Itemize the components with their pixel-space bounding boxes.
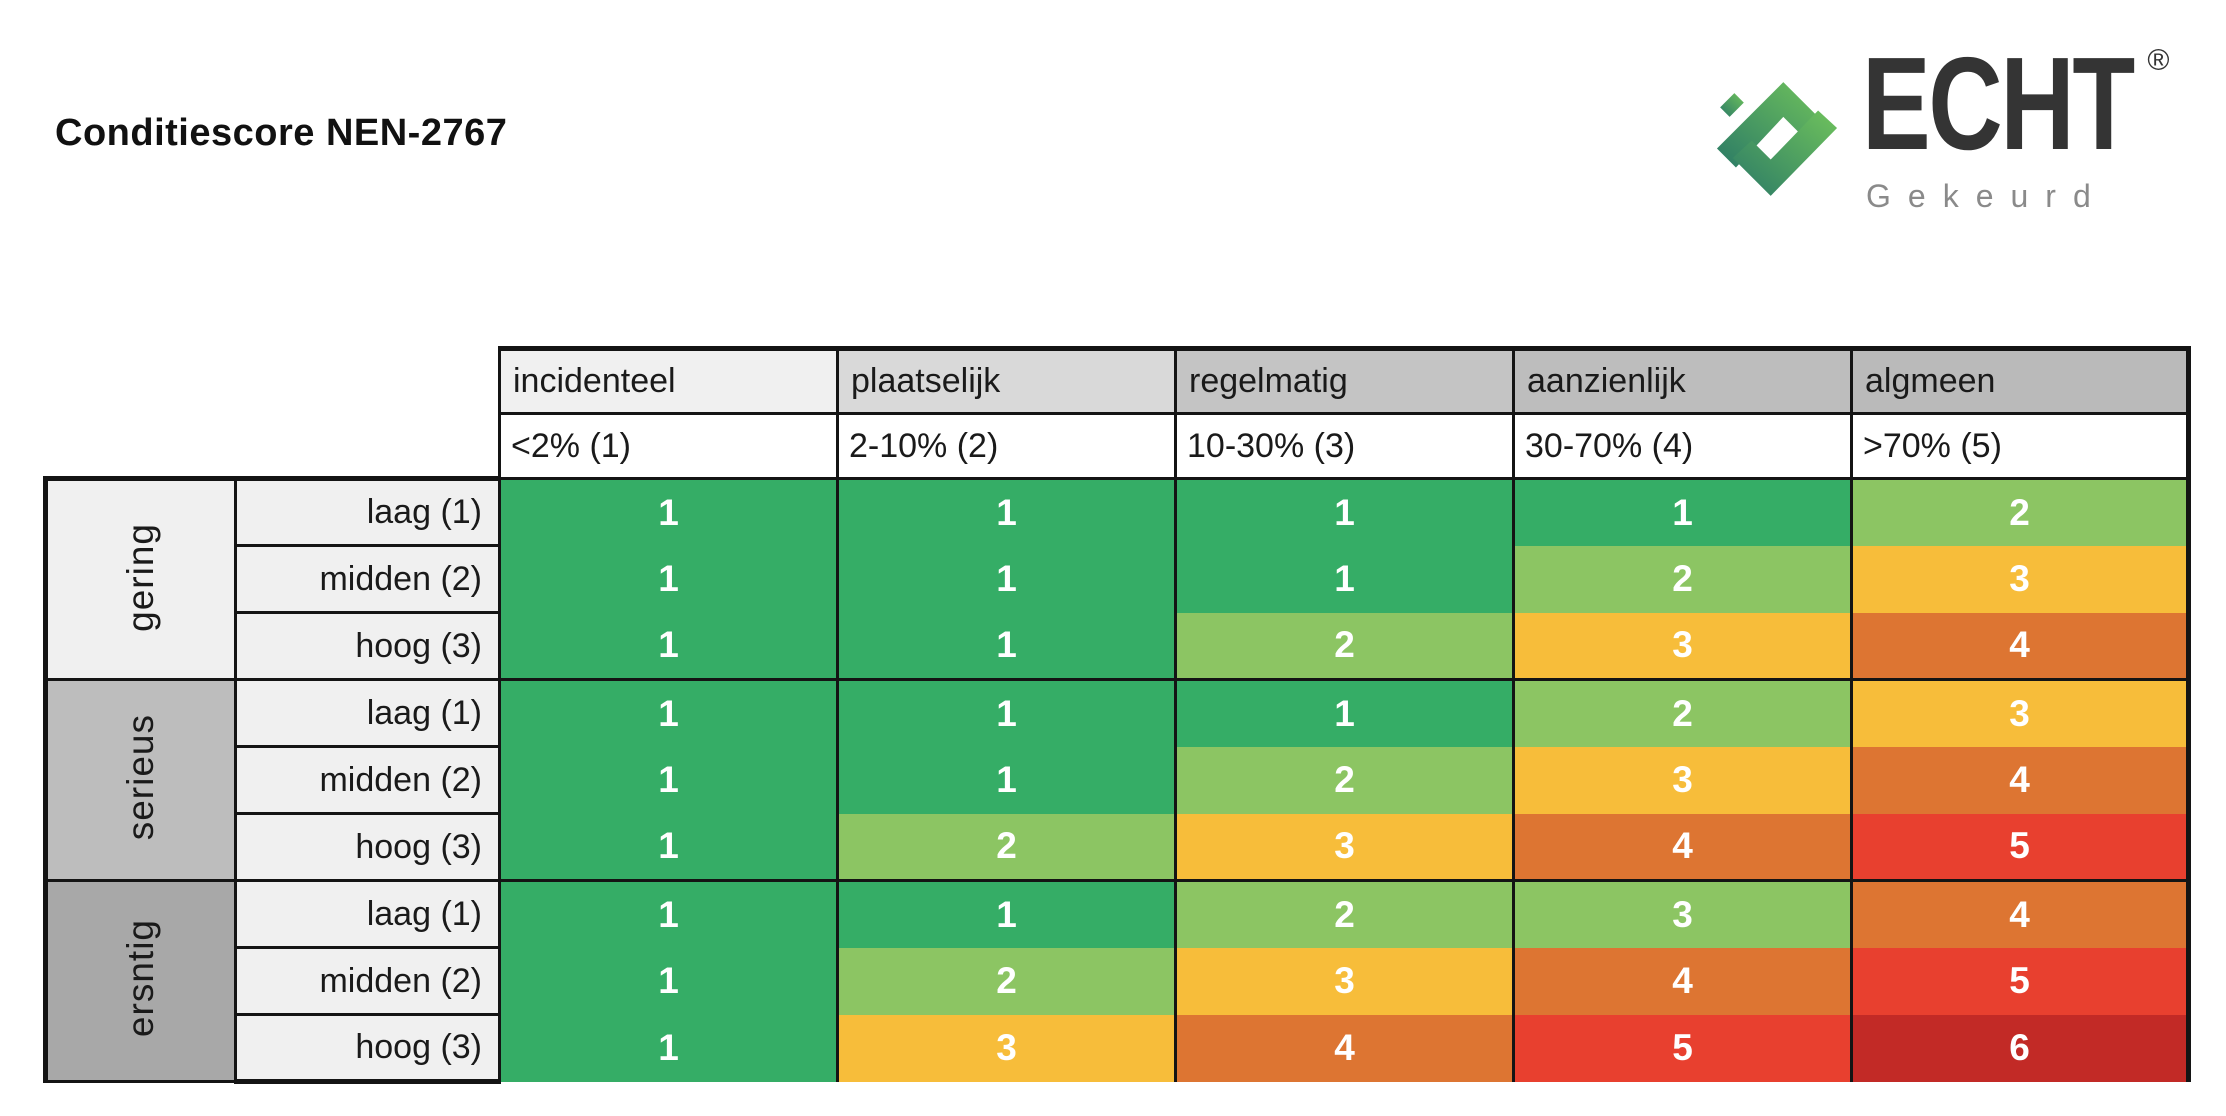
matrix-cell: 2 — [836, 813, 1177, 881]
col-header-algmeen: algmeen — [1850, 346, 2191, 415]
matrix-cell: 1 — [836, 678, 1177, 747]
matrix-cell: 3 — [1850, 678, 2191, 747]
row-label: midden (2) — [234, 745, 501, 815]
matrix-cell: 5 — [1512, 1014, 1853, 1082]
matrix-cell: 3 — [1512, 612, 1853, 680]
matrix-cell: 1 — [1174, 678, 1515, 747]
logo-text: ECHT ® Gekeurd — [1862, 38, 2169, 215]
matrix-cell: 2 — [1850, 477, 2191, 546]
matrix-cell: 1 — [498, 477, 839, 546]
row-label: midden (2) — [234, 544, 501, 614]
matrix-cell: 4 — [1512, 947, 1853, 1015]
brand-subtitle: Gekeurd — [1866, 178, 2108, 214]
matrix-cell: 1 — [836, 612, 1177, 680]
condition-score-matrix: incidenteel plaatselijk regelmatig aanzi… — [43, 346, 2191, 1084]
matrix-cell: 3 — [1512, 746, 1853, 814]
matrix-cell: 3 — [1174, 813, 1515, 881]
matrix-cell: 4 — [1512, 813, 1853, 881]
matrix-cell: 1 — [498, 545, 839, 613]
matrix-cell: 1 — [836, 545, 1177, 613]
brand-logo: ECHT ® Gekeurd — [1698, 38, 2169, 218]
col-subheader-aanzienlijk: 30-70% (4) — [1512, 412, 1853, 480]
matrix-cell: 1 — [498, 813, 839, 881]
row-group-label-text: ersntig — [120, 919, 161, 1038]
table-corner-spacer — [45, 348, 500, 479]
matrix-cell: 2 — [1174, 746, 1515, 814]
matrix-cell: 2 — [1512, 678, 1853, 747]
matrix-cell: 1 — [1174, 477, 1515, 546]
row-label: hoog (3) — [234, 1013, 501, 1084]
col-subheader-algmeen: >70% (5) — [1850, 412, 2191, 480]
col-subheader-incidenteel: <2% (1) — [498, 412, 839, 480]
row-label: midden (2) — [234, 946, 501, 1016]
col-header-regelmatig: regelmatig — [1174, 346, 1515, 415]
brand-name: ECHT — [1862, 30, 2135, 177]
matrix-cell: 3 — [1850, 545, 2191, 613]
matrix-cell: 4 — [1850, 879, 2191, 948]
row-label: laag (1) — [234, 678, 501, 748]
row-label: laag (1) — [234, 476, 501, 547]
matrix-cell: 2 — [1174, 612, 1515, 680]
row-group-label-serieus: serieus — [43, 678, 237, 882]
matrix-cell: 3 — [836, 1014, 1177, 1082]
page-title: Conditiescore NEN-2767 — [55, 112, 508, 154]
matrix-cell: 4 — [1850, 612, 2191, 680]
matrix-cell: 4 — [1850, 746, 2191, 814]
matrix-cell: 3 — [1512, 879, 1853, 948]
matrix-cell: 1 — [836, 746, 1177, 814]
col-header-plaatselijk: plaatselijk — [836, 346, 1177, 415]
matrix-cell: 1 — [1174, 545, 1515, 613]
col-header-incidenteel: incidenteel — [498, 346, 839, 415]
matrix-cell: 2 — [836, 947, 1177, 1015]
logo-mark-icon — [1716, 82, 1838, 196]
row-label: laag (1) — [234, 879, 501, 949]
row-group-label-text: gering — [120, 522, 161, 632]
matrix-cell: 2 — [1512, 545, 1853, 613]
col-subheader-regelmatig: 10-30% (3) — [1174, 412, 1515, 480]
matrix-cell: 5 — [1850, 813, 2191, 881]
row-group-label-gering: gering — [43, 476, 237, 681]
matrix-cell: 1 — [498, 947, 839, 1015]
matrix-cell: 3 — [1174, 947, 1515, 1015]
matrix-cell: 1 — [498, 678, 839, 747]
matrix-cell: 6 — [1850, 1014, 2191, 1082]
col-header-aanzienlijk: aanzienlijk — [1512, 346, 1853, 415]
col-subheader-plaatselijk: 2-10% (2) — [836, 412, 1177, 480]
matrix-cell: 1 — [836, 477, 1177, 546]
matrix-cell: 5 — [1850, 947, 2191, 1015]
matrix-cell: 1 — [836, 879, 1177, 948]
matrix-cell: 2 — [1174, 879, 1515, 948]
matrix-cell: 1 — [1512, 477, 1853, 546]
matrix-cell: 1 — [498, 1014, 839, 1082]
row-label: hoog (3) — [234, 611, 501, 681]
row-group-label-ersntig: ersntig — [43, 879, 237, 1083]
matrix-cell: 4 — [1174, 1014, 1515, 1082]
matrix-cell: 1 — [498, 879, 839, 948]
registered-mark-icon: ® — [2147, 44, 2170, 77]
matrix-cell: 1 — [498, 746, 839, 814]
row-group-label-text: serieus — [120, 714, 161, 841]
matrix-cell: 1 — [498, 612, 839, 680]
row-label: hoog (3) — [234, 812, 501, 882]
